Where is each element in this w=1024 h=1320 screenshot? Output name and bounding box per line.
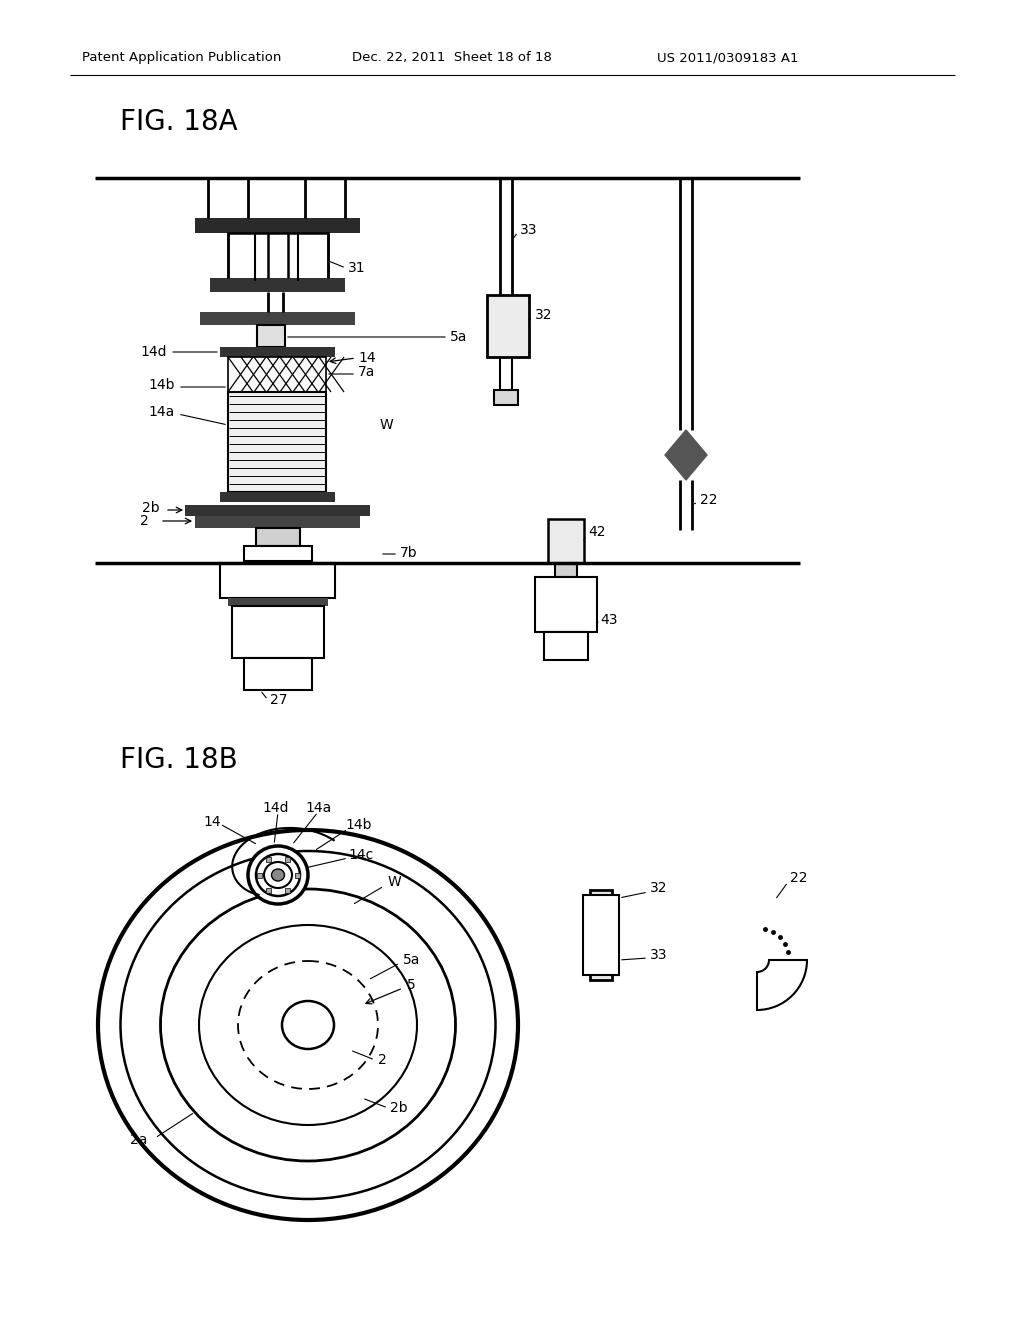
Bar (257, 325, 285, 347)
Text: FIG. 18B: FIG. 18B (120, 746, 238, 774)
Text: 14b: 14b (148, 378, 174, 392)
Bar (228, 356, 326, 392)
Text: 2b: 2b (142, 502, 160, 515)
Bar (256, 873, 261, 878)
Bar (200, 312, 355, 325)
Bar (266, 888, 271, 894)
Text: 31: 31 (348, 261, 366, 275)
Text: 14d: 14d (262, 801, 289, 814)
Text: Dec. 22, 2011  Sheet 18 of 18: Dec. 22, 2011 Sheet 18 of 18 (352, 51, 552, 65)
Bar (487, 294, 529, 356)
Bar (548, 519, 584, 564)
Text: 14d: 14d (140, 345, 167, 359)
Text: 2a: 2a (130, 1133, 147, 1147)
Text: FIG. 18A: FIG. 18A (120, 108, 238, 136)
Text: 2: 2 (140, 513, 148, 528)
Bar (590, 890, 612, 979)
Text: 14: 14 (203, 814, 220, 829)
Text: 33: 33 (650, 948, 668, 962)
Text: 14b: 14b (345, 818, 372, 832)
Ellipse shape (256, 854, 300, 896)
Bar (295, 873, 299, 878)
Text: 32: 32 (650, 880, 668, 895)
Ellipse shape (248, 846, 308, 904)
Bar (220, 564, 335, 598)
Text: 42: 42 (588, 525, 605, 539)
Bar (256, 528, 300, 546)
Text: 14: 14 (358, 351, 376, 366)
Bar (494, 389, 518, 405)
Text: Patent Application Publication: Patent Application Publication (82, 51, 282, 65)
Text: W: W (380, 418, 394, 432)
Ellipse shape (264, 862, 292, 888)
Bar (185, 506, 370, 516)
Bar (266, 857, 271, 862)
Text: 14c: 14c (348, 847, 374, 862)
Bar (244, 657, 312, 690)
Text: US 2011/0309183 A1: US 2011/0309183 A1 (657, 51, 799, 65)
Text: 14a: 14a (148, 405, 174, 418)
Wedge shape (757, 960, 807, 1010)
Text: 33: 33 (520, 223, 538, 238)
Text: 43: 43 (600, 612, 617, 627)
Text: 14a: 14a (305, 801, 331, 814)
Text: 22: 22 (790, 871, 808, 884)
Bar (244, 546, 312, 561)
Bar (232, 606, 324, 657)
Bar (285, 888, 290, 894)
Bar (285, 857, 290, 862)
Bar (583, 895, 618, 975)
Text: 7a: 7a (358, 366, 376, 379)
Polygon shape (665, 430, 707, 480)
Bar (220, 492, 335, 502)
Text: 32: 32 (535, 308, 553, 322)
Text: 5: 5 (407, 978, 416, 993)
Bar (535, 577, 597, 632)
Text: 2: 2 (378, 1053, 387, 1067)
Bar (195, 516, 360, 528)
Text: 7b: 7b (400, 546, 418, 560)
Bar (228, 234, 328, 281)
Bar (228, 598, 328, 606)
Text: 27: 27 (270, 693, 288, 708)
Ellipse shape (282, 1001, 334, 1049)
Bar (210, 279, 345, 292)
Text: 22: 22 (700, 492, 718, 507)
Bar (195, 218, 360, 234)
Bar (544, 632, 588, 660)
Bar (555, 564, 577, 577)
Text: 5a: 5a (403, 953, 421, 968)
Ellipse shape (271, 869, 285, 880)
Text: 5a: 5a (450, 330, 467, 345)
Text: W: W (388, 875, 401, 888)
Bar (228, 392, 326, 492)
Text: 2b: 2b (390, 1101, 408, 1115)
Bar (220, 347, 335, 356)
